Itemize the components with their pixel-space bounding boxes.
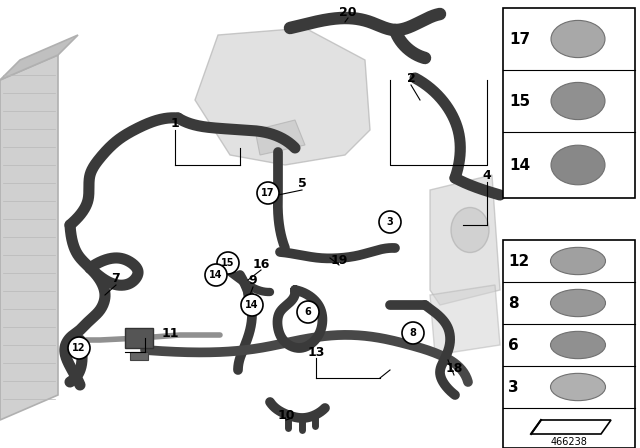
Text: 3: 3 xyxy=(508,379,518,395)
Text: 2: 2 xyxy=(406,72,415,85)
Text: 466238: 466238 xyxy=(550,437,588,447)
Text: 12: 12 xyxy=(72,343,86,353)
Text: 1: 1 xyxy=(171,116,179,129)
Text: 6: 6 xyxy=(305,307,312,317)
Text: 14: 14 xyxy=(209,270,223,280)
Text: 14: 14 xyxy=(509,158,530,172)
Text: 9: 9 xyxy=(249,273,257,287)
Circle shape xyxy=(297,301,319,323)
Text: 6: 6 xyxy=(508,337,519,353)
Circle shape xyxy=(402,322,424,344)
Text: 7: 7 xyxy=(111,271,120,284)
Text: 8: 8 xyxy=(508,296,518,310)
Circle shape xyxy=(217,252,239,274)
Ellipse shape xyxy=(551,145,605,185)
Circle shape xyxy=(257,182,279,204)
Text: 15: 15 xyxy=(509,94,530,108)
Circle shape xyxy=(205,264,227,286)
Ellipse shape xyxy=(550,247,605,275)
Ellipse shape xyxy=(551,21,605,58)
Text: 18: 18 xyxy=(445,362,463,375)
Ellipse shape xyxy=(451,207,489,253)
Bar xyxy=(130,352,148,360)
Text: 17: 17 xyxy=(261,188,275,198)
Text: 5: 5 xyxy=(298,177,307,190)
Text: 12: 12 xyxy=(508,254,529,268)
Text: 14: 14 xyxy=(245,300,259,310)
Text: 16: 16 xyxy=(252,258,269,271)
Polygon shape xyxy=(430,175,500,305)
Polygon shape xyxy=(531,420,611,434)
Text: 17: 17 xyxy=(509,31,530,47)
Text: 19: 19 xyxy=(330,254,348,267)
Text: 13: 13 xyxy=(307,345,324,358)
Text: 10: 10 xyxy=(277,409,295,422)
Polygon shape xyxy=(0,55,58,420)
Polygon shape xyxy=(430,285,500,355)
Ellipse shape xyxy=(550,373,605,401)
Circle shape xyxy=(68,337,90,359)
Text: 15: 15 xyxy=(221,258,235,268)
Ellipse shape xyxy=(550,289,605,317)
Bar xyxy=(503,8,635,198)
Text: 8: 8 xyxy=(410,328,417,338)
Circle shape xyxy=(379,211,401,233)
Polygon shape xyxy=(255,120,305,155)
Text: 11: 11 xyxy=(161,327,179,340)
Polygon shape xyxy=(0,35,78,80)
Ellipse shape xyxy=(551,82,605,120)
Polygon shape xyxy=(195,28,370,165)
Text: 20: 20 xyxy=(339,5,356,18)
Circle shape xyxy=(241,294,263,316)
Bar xyxy=(125,328,153,348)
Bar xyxy=(503,240,635,448)
Text: 3: 3 xyxy=(387,217,394,227)
Ellipse shape xyxy=(550,332,605,359)
Text: 4: 4 xyxy=(483,168,492,181)
